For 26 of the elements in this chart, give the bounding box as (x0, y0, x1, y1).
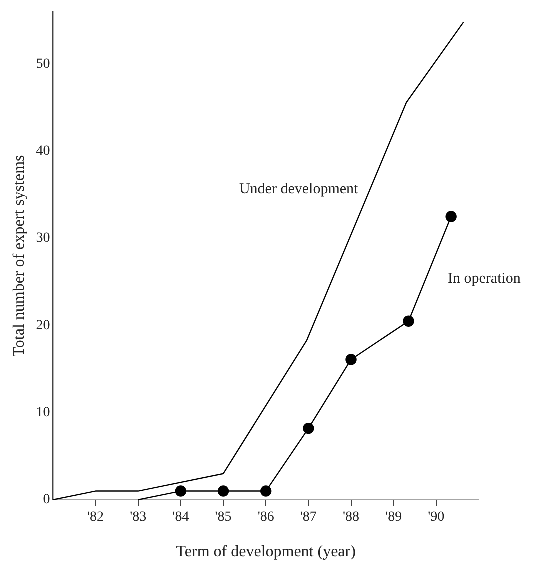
y-tick-label: 0 (43, 492, 50, 508)
series-label: In operation (448, 271, 522, 288)
x-tick-label: '86 (258, 510, 274, 526)
point (403, 316, 414, 327)
x-tick-label: '90 (428, 510, 445, 526)
x-tick-label: '83 (130, 510, 147, 526)
x-tick-label: '88 (342, 510, 360, 526)
x-tick-label: '82 (88, 510, 104, 526)
x-tick-label: '84 (172, 510, 190, 526)
series-label: Under development (239, 182, 360, 198)
point (260, 486, 272, 497)
point (218, 486, 230, 497)
y-tick-label: 30 (36, 231, 50, 246)
x-tick-label: '89 (386, 510, 402, 526)
y-tick-label: 40 (36, 144, 50, 160)
y-axis-title: Total number of expert systems (10, 155, 28, 357)
y-tick-label: 10 (36, 406, 50, 421)
x-tick-label: '87 (300, 510, 317, 526)
y-tick-label: 20 (36, 318, 50, 334)
x-axis-title: Term of development (year) (176, 544, 356, 561)
point (346, 354, 357, 366)
point (303, 422, 314, 434)
x-tick-label: '85 (215, 510, 232, 526)
point (175, 486, 187, 497)
y-tick-label: 50 (36, 56, 50, 72)
point (446, 211, 457, 222)
